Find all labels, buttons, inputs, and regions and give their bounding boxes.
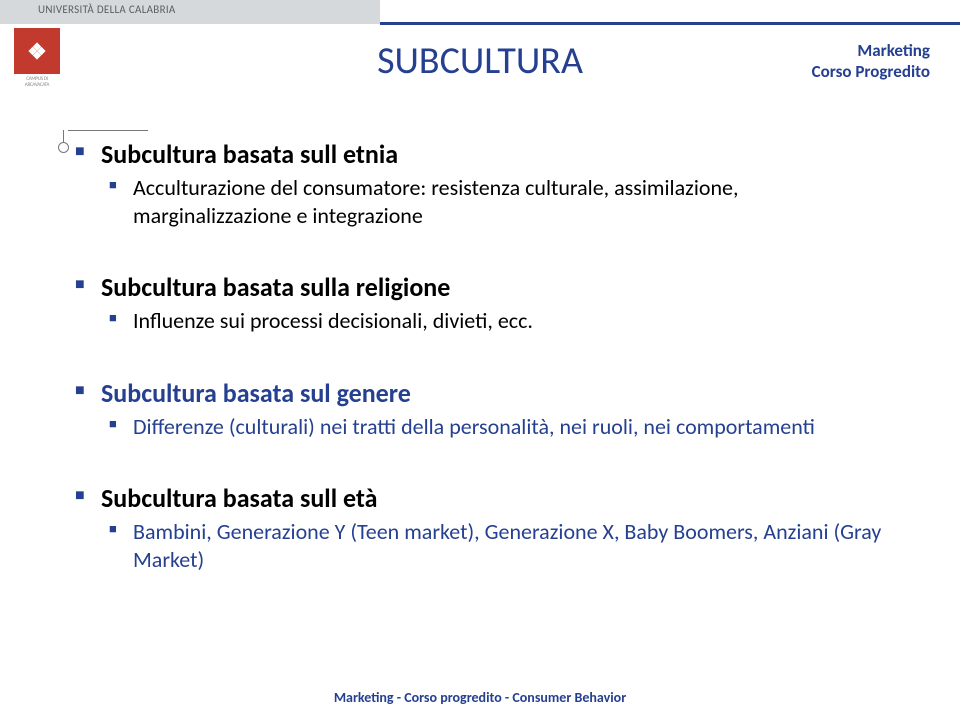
section-item-etnia-0: Acculturazione del consumatore: resisten… [75,174,900,229]
content-area: Subcultura basata sull etnia Acculturazi… [75,130,900,573]
content-decoration [50,122,70,150]
section-item-religione-0: Influenze sui processi decisionali, divi… [75,307,900,335]
section-heading-religione: Subcultura basata sulla religione [75,271,900,303]
course-line-1: Marketing [812,40,930,61]
section-item-genere-0: Differenze (culturali) nei tratti della … [75,413,900,441]
course-label: Marketing Corso Progredito [812,40,930,83]
section-heading-genere: Subcultura basata sul genere [75,377,900,409]
footer-text: Marketing - Corso progredito - Consumer … [0,689,960,706]
section-heading-etnia: Subcultura basata sull etnia [75,138,900,170]
course-line-2: Corso Progredito [812,61,930,82]
section-heading-eta: Subcultura basata sull età [75,482,900,514]
header-blue-line [380,22,960,25]
university-name: UNIVERSITÀ DELLA CALABRIA [38,3,176,16]
section-item-eta-0: Bambini, Generazione Y (Teen market), Ge… [75,518,900,573]
